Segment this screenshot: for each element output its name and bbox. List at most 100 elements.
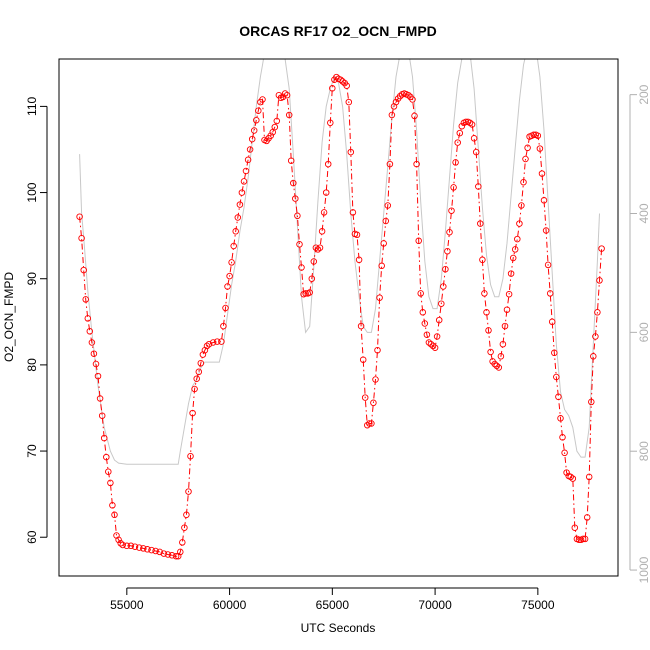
- y-tick-label: 110: [25, 97, 39, 116]
- x-axis: 55000 60000 65000 70000 75000: [110, 587, 555, 612]
- data-point: [82, 296, 89, 303]
- data-point: [505, 290, 513, 298]
- data-point: [109, 502, 116, 509]
- data-point: [306, 289, 313, 296]
- data-point: [177, 548, 184, 556]
- data-point: [411, 112, 418, 120]
- data-point: [86, 328, 94, 335]
- data-point: [105, 468, 112, 475]
- data-point: [516, 220, 523, 227]
- data-point: [509, 254, 517, 262]
- data-point: [546, 290, 554, 297]
- x-tick-label: 60000: [213, 598, 247, 612]
- data-point: [273, 117, 281, 125]
- data-point: [183, 511, 190, 519]
- data-point: [298, 264, 305, 271]
- data-point: [347, 148, 355, 156]
- y-axis-label: O2_OCN_FMPD: [2, 272, 16, 362]
- data-point: [285, 111, 293, 119]
- data-point: [481, 290, 488, 297]
- data-point: [250, 127, 258, 134]
- data-point: [567, 473, 574, 481]
- data-point: [495, 364, 503, 371]
- y2-tick-label: 600: [637, 322, 650, 342]
- data-point: [563, 469, 570, 476]
- data-point: [417, 290, 424, 297]
- data-point: [594, 309, 601, 316]
- data-point: [518, 202, 525, 209]
- data-point: [448, 207, 455, 214]
- data-point: [507, 270, 515, 277]
- data-point: [487, 348, 494, 356]
- data-point: [370, 399, 377, 407]
- data-point: [433, 333, 441, 340]
- data-point: [571, 524, 579, 531]
- data-point: [598, 245, 605, 252]
- data-point: [253, 116, 260, 124]
- data-point: [454, 139, 461, 146]
- data-point: [452, 159, 459, 166]
- secondary-series: [79, 59, 600, 465]
- data-point: [392, 98, 400, 106]
- data-point: [144, 546, 151, 553]
- series-2-line: [79, 59, 600, 465]
- y-axis: 60 70 80 90 100 110: [25, 97, 48, 544]
- data-point: [345, 98, 353, 106]
- data-point: [466, 119, 474, 127]
- data-point: [209, 339, 217, 346]
- data-point: [421, 320, 429, 327]
- data-point: [140, 545, 147, 552]
- data-point: [96, 395, 104, 402]
- data-point: [187, 452, 194, 460]
- data-point: [119, 541, 126, 549]
- data-point: [314, 246, 322, 253]
- data-point: [353, 231, 361, 239]
- data-point: [127, 542, 135, 550]
- data-point: [135, 544, 143, 551]
- data-point: [181, 524, 188, 531]
- data-point: [479, 256, 486, 264]
- data-point: [220, 322, 227, 330]
- data-point: [111, 511, 118, 519]
- data-point: [520, 178, 527, 186]
- y2-axis: 200 400 600 800 1000: [629, 84, 650, 583]
- data-point: [561, 449, 568, 457]
- data-point: [575, 536, 583, 544]
- data-point: [435, 316, 443, 324]
- data-point: [503, 306, 511, 313]
- data-point: [294, 212, 301, 220]
- y-tick-label: 90: [25, 272, 39, 286]
- data-point: [458, 122, 466, 130]
- data-point: [238, 189, 246, 196]
- data-point: [218, 338, 225, 345]
- data-point: [491, 360, 498, 368]
- data-point: [117, 540, 124, 547]
- data-point: [287, 157, 295, 164]
- y2-tick-label: 400: [637, 203, 650, 223]
- data-point: [427, 340, 435, 348]
- data-point: [242, 167, 250, 175]
- data-point: [172, 552, 180, 560]
- data-point: [382, 217, 390, 225]
- data-point: [160, 550, 168, 557]
- data-point: [497, 353, 505, 360]
- plot-frame: [58, 58, 619, 577]
- data-point: [530, 131, 537, 139]
- data-point: [409, 96, 416, 103]
- data-point: [76, 213, 83, 220]
- data-point: [366, 420, 373, 427]
- data-point: [195, 368, 203, 376]
- data-point: [405, 91, 412, 99]
- data-point: [279, 93, 287, 101]
- y-tick-label: 60: [25, 530, 39, 544]
- data-point: [349, 209, 357, 216]
- data-point: [228, 259, 235, 266]
- data-point: [357, 322, 365, 330]
- data-point: [222, 304, 229, 312]
- data-point: [290, 179, 297, 187]
- data-point: [585, 473, 593, 481]
- data-point: [355, 256, 363, 264]
- data-point: [413, 160, 420, 168]
- data-point: [92, 360, 100, 368]
- chart-title: ORCAS RF17 O2_OCN_FMPD: [239, 23, 437, 39]
